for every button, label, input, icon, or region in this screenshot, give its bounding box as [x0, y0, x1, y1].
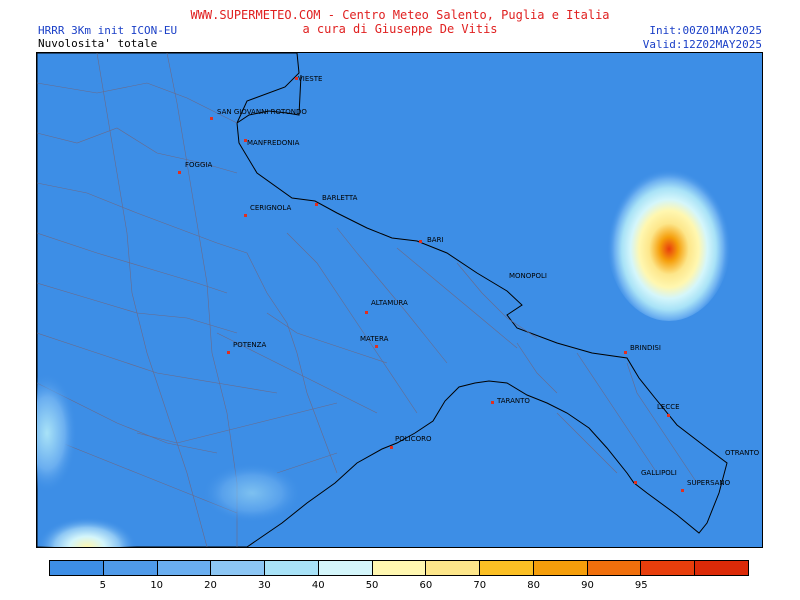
legend-swatch-10	[587, 561, 642, 575]
city-label-gallipoli: GALLIPOLI	[641, 469, 677, 477]
legend-swatch-2	[157, 561, 212, 575]
init-time: Init:00Z01MAY2025	[649, 24, 762, 37]
color-scale-ticks: 5 10 20 30 40 50 60 70 80 90 95	[49, 580, 749, 594]
legend-swatch-4	[265, 561, 319, 575]
legend-tick-50: 50	[365, 580, 379, 591]
valid-time: Valid:12Z02MAY2025	[642, 38, 762, 51]
cloud-cell-west	[37, 373, 77, 493]
legend-swatch-11	[641, 561, 696, 575]
legend-swatch-8	[480, 561, 534, 575]
city-label-altamura: ALTAMURA	[371, 299, 408, 307]
legend-tick-60: 60	[419, 580, 433, 591]
legend-tick-5: 5	[99, 580, 107, 591]
city-label-lecce: LECCE	[657, 403, 680, 411]
city-label-vieste: VIESTE	[298, 75, 323, 83]
legend-tick-70: 70	[473, 580, 487, 591]
city-label-san-giovanni-rotondo: SAN GIOVANNI ROTONDO	[217, 108, 307, 116]
weather-map[interactable]: VIESTE SAN GIOVANNI ROTONDO MANFREDONIA …	[36, 52, 763, 548]
legend-tick-10: 10	[150, 580, 164, 591]
legend-swatch-5	[318, 561, 373, 575]
city-label-bari: BARI	[427, 236, 444, 244]
city-markers	[178, 77, 684, 492]
title-line-1: WWW.SUPERMETEO.COM - Centro Meteo Salent…	[190, 8, 610, 22]
city-label-taranto: TARANTO	[497, 397, 530, 405]
legend-tick-90: 90	[581, 580, 594, 591]
cloud-cell-southwest	[37, 517, 137, 547]
city-label-monopoli: MONOPOLI	[509, 272, 547, 280]
map-canvas	[37, 53, 762, 547]
legend-swatch-1	[103, 561, 158, 575]
legend-tick-40: 40	[311, 580, 325, 591]
city-label-barletta: BARLETTA	[322, 194, 358, 202]
model-label: HRRR 3Km init ICON-EU	[38, 24, 178, 37]
cloud-cell-calabria	[202, 463, 302, 523]
legend-swatch-7	[426, 561, 481, 575]
city-label-foggia: FOGGIA	[185, 161, 213, 169]
city-label-otranto: OTRANTO	[725, 449, 760, 457]
title-line-2: a cura di Giuseppe De Vitis	[302, 22, 498, 36]
legend-swatch-0	[50, 561, 104, 575]
legend-tick-20: 20	[204, 580, 217, 591]
color-scale-legend	[49, 560, 749, 576]
city-label-policoro: POLICORO	[395, 435, 432, 443]
city-label-brindisi: BRINDISI	[630, 344, 661, 352]
legend-tick-80: 80	[527, 580, 540, 591]
legend-swatch-6	[372, 561, 427, 575]
field-label: Nuvolosita' totale	[38, 37, 158, 50]
legend-tick-30: 30	[258, 580, 271, 591]
city-label-supersano: SUPERSANO	[687, 479, 731, 487]
city-label-cerignola: CERIGNOLA	[250, 204, 292, 212]
cloud-cell-adriatic	[607, 161, 731, 321]
legend-tick-95: 95	[634, 580, 648, 591]
legend-swatch-3	[211, 561, 266, 575]
city-label-matera: MATERA	[360, 335, 389, 343]
land-area	[37, 53, 728, 547]
city-label-potenza: POTENZA	[233, 341, 267, 349]
legend-swatch-12	[695, 561, 748, 575]
legend-swatch-9	[533, 561, 588, 575]
city-label-manfredonia: MANFREDONIA	[247, 139, 300, 147]
